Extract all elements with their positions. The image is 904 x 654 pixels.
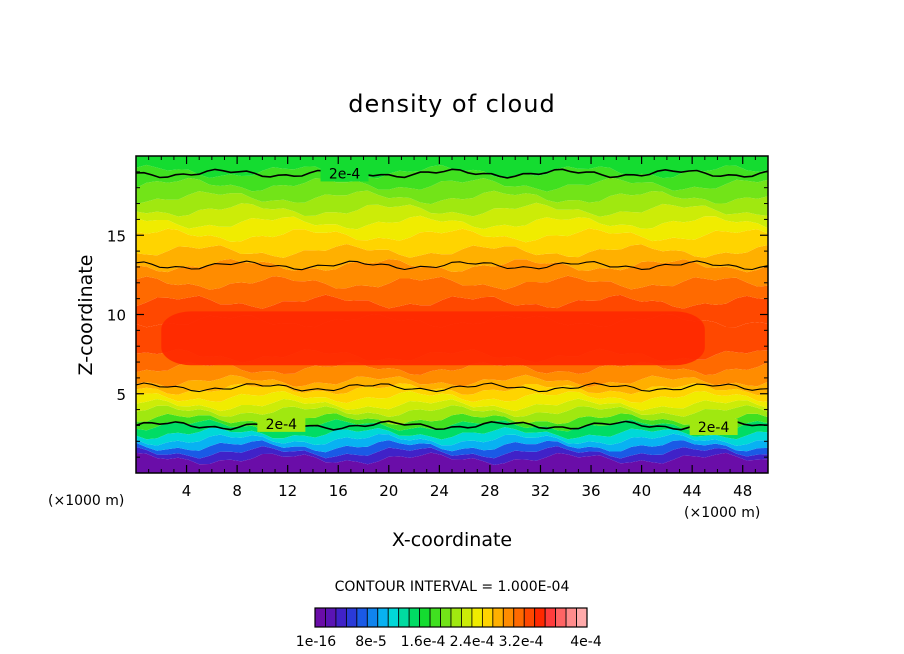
colorbar-swatch bbox=[461, 607, 473, 628]
contour-band bbox=[136, 156, 768, 179]
colorbar-swatch bbox=[345, 607, 358, 628]
contour-band bbox=[136, 452, 768, 473]
y-tick-label: 5 bbox=[116, 386, 126, 404]
colorbar-label: 4e-4 bbox=[570, 634, 602, 650]
contour-label: 2e-4 bbox=[698, 420, 730, 436]
x-axis-label: X-coordinate bbox=[392, 529, 512, 551]
x-tick-label: 44 bbox=[683, 482, 702, 500]
contour-label-bg bbox=[257, 415, 306, 432]
contour-band bbox=[136, 258, 768, 290]
contour-band bbox=[136, 427, 768, 446]
x-unit-right: (×1000 m) bbox=[684, 505, 760, 521]
colorbar-frame bbox=[314, 607, 588, 628]
colorbar-swatch bbox=[565, 607, 577, 628]
contour-band bbox=[136, 391, 768, 412]
contour-band bbox=[136, 433, 768, 453]
contour-band bbox=[136, 446, 768, 465]
colorbar-swatch bbox=[492, 607, 504, 628]
contour-label-bg bbox=[689, 419, 738, 436]
x-tick-label: 4 bbox=[182, 482, 192, 500]
colorbar-swatch bbox=[335, 607, 347, 628]
colorbar-swatch bbox=[366, 607, 379, 628]
contour-band bbox=[136, 244, 768, 273]
contour-band bbox=[136, 374, 768, 396]
contour-line bbox=[136, 260, 768, 271]
colorbar-labels: 1e-16 8e-5 1.6e-4 2.4e-4 3.2e-4 4e-4 bbox=[296, 634, 602, 650]
colorbar-label: 1.6e-4 bbox=[401, 634, 446, 650]
contour-band bbox=[136, 177, 768, 205]
colorbar-swatch bbox=[544, 607, 557, 628]
x-tick-label: 32 bbox=[531, 482, 550, 500]
colorbar-swatch bbox=[440, 607, 452, 628]
colorbar-swatch bbox=[555, 607, 567, 628]
colorbar-swatch bbox=[576, 607, 588, 628]
colorbar-swatch bbox=[377, 607, 389, 628]
contour-band bbox=[136, 419, 768, 440]
x-tick-label: 36 bbox=[581, 482, 600, 500]
x-tick-label: 48 bbox=[733, 482, 752, 500]
colorbar-label: 1e-16 bbox=[296, 634, 336, 650]
y-axis-label: Z-coordinate bbox=[75, 255, 97, 376]
colorbar-swatch bbox=[398, 607, 410, 628]
colorbar-swatch bbox=[523, 607, 536, 628]
y-tick-label: 10 bbox=[107, 307, 126, 325]
contour-label: 2e-4 bbox=[266, 417, 298, 433]
contour-band bbox=[136, 361, 768, 388]
x-tick-label: 40 bbox=[632, 482, 651, 500]
contour-band bbox=[136, 440, 768, 459]
contour-label: 2e-4 bbox=[329, 166, 361, 182]
contour-line bbox=[136, 382, 768, 393]
x-tick-label: 16 bbox=[329, 482, 348, 500]
contour-band bbox=[136, 383, 768, 404]
colorbar-swatch bbox=[408, 607, 421, 628]
x-tick-label: 24 bbox=[430, 482, 449, 500]
contour-band bbox=[136, 190, 768, 217]
colorbar-label: 3.2e-4 bbox=[499, 634, 544, 650]
colorbar-swatch bbox=[387, 607, 400, 628]
x-tick-label: 8 bbox=[232, 482, 242, 500]
colorbar-swatch bbox=[502, 607, 515, 628]
contour-band bbox=[136, 215, 768, 243]
core-region bbox=[161, 311, 705, 366]
x-tick-label: 28 bbox=[480, 482, 499, 500]
contour-band bbox=[136, 202, 768, 230]
colorbar-swatch bbox=[471, 607, 483, 628]
contour-label-bg bbox=[320, 165, 369, 182]
colorbar-swatch bbox=[429, 607, 441, 628]
x-tick-label: 12 bbox=[278, 482, 297, 500]
colorbar-swatch bbox=[534, 607, 546, 628]
colorbar-swatch bbox=[419, 607, 431, 628]
contour-band bbox=[136, 228, 768, 258]
chart-title: density of cloud bbox=[348, 90, 555, 118]
contour-interval: CONTOUR INTERVAL = 1.000E-04 bbox=[335, 579, 570, 595]
contour-line bbox=[136, 168, 768, 179]
contour-line bbox=[136, 420, 768, 431]
contour-band bbox=[136, 275, 768, 309]
colorbar bbox=[314, 607, 588, 628]
colorbar-swatch bbox=[450, 607, 462, 628]
y-tick-label: 15 bbox=[107, 227, 126, 245]
colorbar-label: 2.4e-4 bbox=[450, 634, 495, 650]
plot-area bbox=[136, 156, 768, 473]
colorbar-swatch bbox=[325, 607, 337, 628]
colorbar-swatch bbox=[513, 607, 525, 628]
colorbar-label: 8e-5 bbox=[355, 634, 386, 650]
contour-band bbox=[136, 405, 768, 426]
contour-band bbox=[136, 164, 768, 192]
x-unit-left: (×1000 m) bbox=[48, 493, 124, 509]
contour-lines: 2e-4 2e-4 2e-4 bbox=[136, 165, 768, 436]
colorbar-swatch bbox=[481, 607, 494, 628]
colorbar-swatch bbox=[356, 607, 368, 628]
x-tick-label: 20 bbox=[379, 482, 398, 500]
colorbar-swatch bbox=[314, 607, 326, 628]
